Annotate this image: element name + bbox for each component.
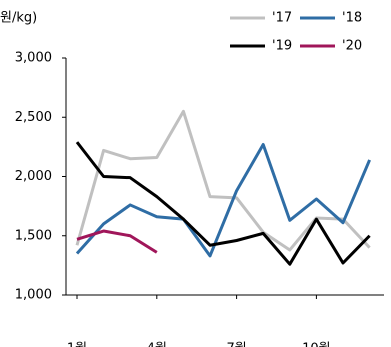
legend-label: '19: [272, 39, 292, 54]
y-tick-label: 2,500: [15, 110, 52, 125]
x-tick-label: 10월: [302, 342, 331, 347]
y-axis-label: 원/kg): [0, 11, 37, 26]
legend-label: '17: [272, 11, 292, 26]
y-tick-label: 1,000: [15, 288, 52, 303]
series-line: [75, 109, 371, 252]
series-line: [76, 229, 158, 254]
x-tick-label: 4월: [147, 342, 167, 347]
y-tick-label: 3,000: [15, 51, 52, 66]
series-line: [75, 143, 371, 258]
y-tick-label: 2,000: [15, 169, 52, 184]
y-tick-label: 1,500: [15, 228, 52, 243]
x-tick-label: 1월: [67, 342, 87, 347]
legend-label: '18: [342, 11, 362, 26]
x-tick-label: 7월: [226, 342, 246, 347]
series-line: [75, 141, 371, 266]
legend-label: '20: [342, 39, 362, 54]
